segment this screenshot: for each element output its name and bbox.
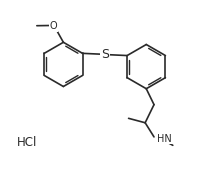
Text: S: S — [101, 48, 109, 61]
Text: HN: HN — [157, 134, 172, 144]
Text: HCl: HCl — [17, 136, 37, 149]
Text: O: O — [50, 21, 57, 31]
